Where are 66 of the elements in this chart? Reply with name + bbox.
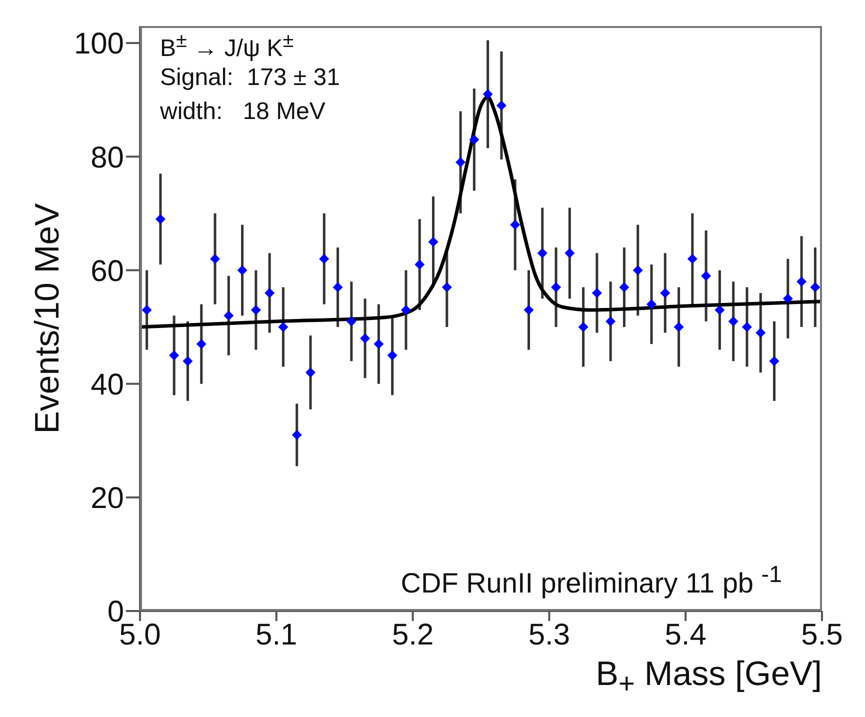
point (714, 304, 725, 315)
point (606, 316, 616, 326)
point (237, 265, 248, 276)
point (155, 214, 166, 224)
point (537, 248, 548, 258)
point (400, 304, 411, 315)
point (551, 282, 562, 292)
y-tick-label: 60 (90, 254, 124, 288)
point (660, 288, 670, 298)
point (796, 276, 807, 287)
point (782, 294, 793, 304)
point (728, 316, 738, 326)
point (592, 288, 602, 298)
point (456, 157, 466, 168)
y-tick-label: 20 (90, 482, 124, 516)
annotation: Signal: 173 ± 31 (160, 64, 340, 92)
y-tick-label: 100 (74, 28, 124, 61)
point (564, 248, 575, 258)
point (360, 333, 370, 344)
point (646, 299, 656, 310)
point (428, 236, 438, 247)
point (414, 260, 425, 270)
point (469, 134, 480, 145)
point (182, 356, 193, 366)
point (332, 282, 343, 292)
point (374, 339, 384, 350)
point (292, 430, 302, 440)
x-tick-label: 5.2 (392, 618, 434, 652)
point (769, 356, 780, 366)
point (319, 254, 330, 264)
annotation: width: 18 MeV (160, 98, 326, 126)
x-tick-label: 5.5 (801, 618, 843, 652)
point (619, 282, 630, 292)
point (674, 322, 684, 332)
point (742, 322, 752, 332)
x-tick-label: 5.4 (664, 618, 706, 652)
point (196, 339, 206, 350)
point (482, 89, 493, 100)
point (210, 254, 220, 264)
point (306, 367, 316, 378)
annotation: CDF RunII preliminary 11 pb $^{-1}$ (400, 561, 782, 600)
y-tick-label: 80 (90, 141, 124, 174)
point (701, 270, 712, 281)
x-tick-label: 5.1 (256, 618, 298, 652)
point (346, 316, 356, 326)
point (810, 282, 820, 292)
point (142, 304, 152, 315)
point (578, 322, 588, 332)
annotation: B$^{±}$ → J/ψ K$^{±}$ (160, 30, 294, 63)
point (387, 350, 398, 360)
point (632, 265, 643, 276)
point (278, 322, 288, 332)
x-axis-title: B$_{+}$ Mass [GeV] (596, 655, 822, 701)
point (756, 328, 766, 338)
y-axis-title: Events/10 MeV (28, 202, 68, 436)
x-tick-label: 5.3 (528, 618, 570, 652)
point (442, 282, 452, 292)
point (524, 304, 534, 315)
y-tick-label: 40 (90, 368, 124, 402)
point (496, 100, 506, 111)
point (250, 304, 261, 315)
point (687, 254, 698, 264)
point (510, 220, 520, 230)
point (224, 310, 234, 321)
point (169, 350, 180, 360)
point (264, 288, 275, 298)
